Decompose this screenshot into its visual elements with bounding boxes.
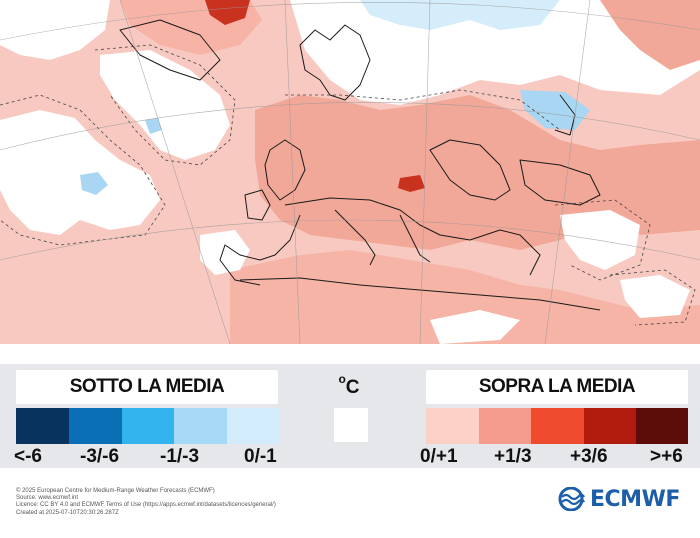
swatch-above-3	[531, 408, 584, 444]
swatch-neutral	[334, 408, 368, 442]
credit-copyright: © 2025 European Centre for Medium-Range …	[16, 488, 215, 494]
ecmwf-logo: ECMWF	[556, 484, 688, 514]
anomaly-map	[0, 0, 700, 344]
credits-block: © 2025 European Centre for Medium-Range …	[16, 488, 276, 517]
scandinavia-neutral	[290, 0, 700, 105]
south-neutral	[430, 310, 520, 344]
iberia-neutral	[200, 230, 250, 275]
ecmwf-logo-text: ECMWF	[590, 486, 680, 512]
swatch-above-1	[426, 408, 479, 444]
credit-licence: Licence: CC BY 4.0 and ECMWF Terms of Us…	[16, 502, 276, 509]
cool-patch-atlantic-2	[145, 118, 162, 134]
east-neutral-1	[560, 210, 640, 270]
atlantic-neutral-west	[0, 110, 160, 235]
east-neutral-2	[620, 275, 690, 318]
north-africa-warm	[230, 250, 700, 344]
swatch-above-4	[584, 408, 636, 444]
tick-above-4: >+6	[650, 446, 683, 467]
hungary-hot-spot	[398, 175, 425, 192]
europe-warm	[255, 95, 700, 250]
graticule	[0, 0, 700, 344]
map-svg	[0, 0, 700, 344]
ecmwf-logo-icon	[558, 487, 585, 511]
cool-patch-atlantic	[80, 172, 108, 195]
north-cool-area	[360, 0, 560, 30]
swatch-below-4	[174, 408, 227, 444]
greenland-hot-spot	[205, 0, 250, 25]
tick-below-3: -1/-3	[160, 446, 200, 467]
tick-below-1: <-6	[14, 446, 42, 467]
tick-below-4: 0/-1	[244, 446, 277, 467]
unit-text: C	[345, 377, 360, 398]
tick-above-2: +1/3	[494, 446, 532, 467]
swatch-below-3	[122, 408, 174, 444]
northeast-warm	[600, 0, 700, 70]
swatch-above-5	[636, 408, 688, 444]
above-average-title: SOPRA LA MEDIA	[426, 370, 688, 404]
dashed-contours	[0, 44, 696, 326]
swatch-below-5	[227, 408, 279, 444]
russia-cool-area	[520, 90, 590, 130]
swatch-above-2	[479, 408, 531, 444]
swatch-below-2	[69, 408, 122, 444]
tick-below-2: -3/-6	[80, 446, 120, 467]
credit-source: Source: www.ecmwf.int	[16, 495, 79, 502]
atlantic-neutral-mid	[100, 50, 230, 160]
tick-above-1: 0/+1	[420, 446, 458, 467]
swatch-below-1	[16, 408, 69, 444]
unit-label: oC	[338, 372, 360, 398]
credit-created: Created at 2025-07-10T20:30:26.287Z	[16, 509, 119, 516]
below-average-title: SOTTO LA MEDIA	[16, 370, 278, 404]
tick-above-3: +3/6	[570, 446, 608, 467]
